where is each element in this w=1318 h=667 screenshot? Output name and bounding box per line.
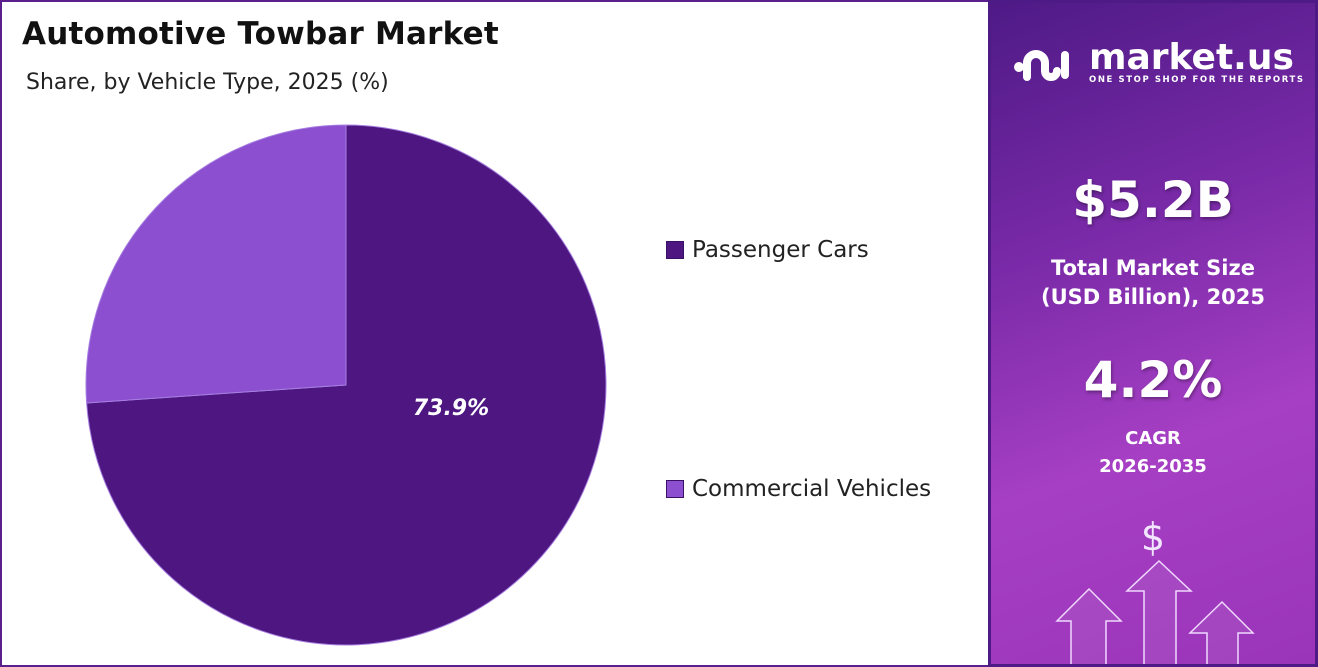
legend-label: Passenger Cars xyxy=(692,237,869,263)
cagr-period: 2026-2035 xyxy=(1099,456,1207,477)
pie-chart: 73.9% xyxy=(85,124,607,646)
legend-swatch xyxy=(666,480,684,498)
chart-frame xyxy=(0,0,988,667)
summary-panel: market.us ONE STOP SHOP FOR THE REPORTS … xyxy=(988,0,1318,667)
pie-slice-commercial-vehicles xyxy=(85,124,347,404)
data-label: 73.9% xyxy=(413,396,489,421)
cagr-label: CAGR xyxy=(1125,428,1181,449)
chart-subtitle: Share, by Vehicle Type, 2025 (%) xyxy=(26,70,389,95)
dollar-icon: $ xyxy=(1140,515,1166,559)
logo-icon xyxy=(1014,50,1069,81)
legend-label: Commercial Vehicles xyxy=(692,476,932,502)
cagr-value: 4.2% xyxy=(1083,351,1223,409)
market-size-label-1: Total Market Size xyxy=(1051,256,1255,280)
market-size-label-2: (USD Billion), 2025 xyxy=(1040,285,1266,309)
brand-tagline: ONE STOP SHOP FOR THE REPORTS xyxy=(1089,75,1305,85)
legend-swatch xyxy=(666,241,684,259)
market-size-value: $5.2B xyxy=(1072,171,1234,229)
legend-item-commercial-vehicles: Commercial Vehicles xyxy=(666,476,931,502)
chart-title: Automotive Towbar Market xyxy=(22,16,499,52)
brand-name: market.us xyxy=(1089,37,1294,78)
brand-logo: market.us ONE STOP SHOP FOR THE REPORTS xyxy=(1013,37,1305,85)
growth-arrows-icon xyxy=(1055,559,1255,664)
legend-item-passenger-cars: Passenger Cars xyxy=(666,237,869,263)
